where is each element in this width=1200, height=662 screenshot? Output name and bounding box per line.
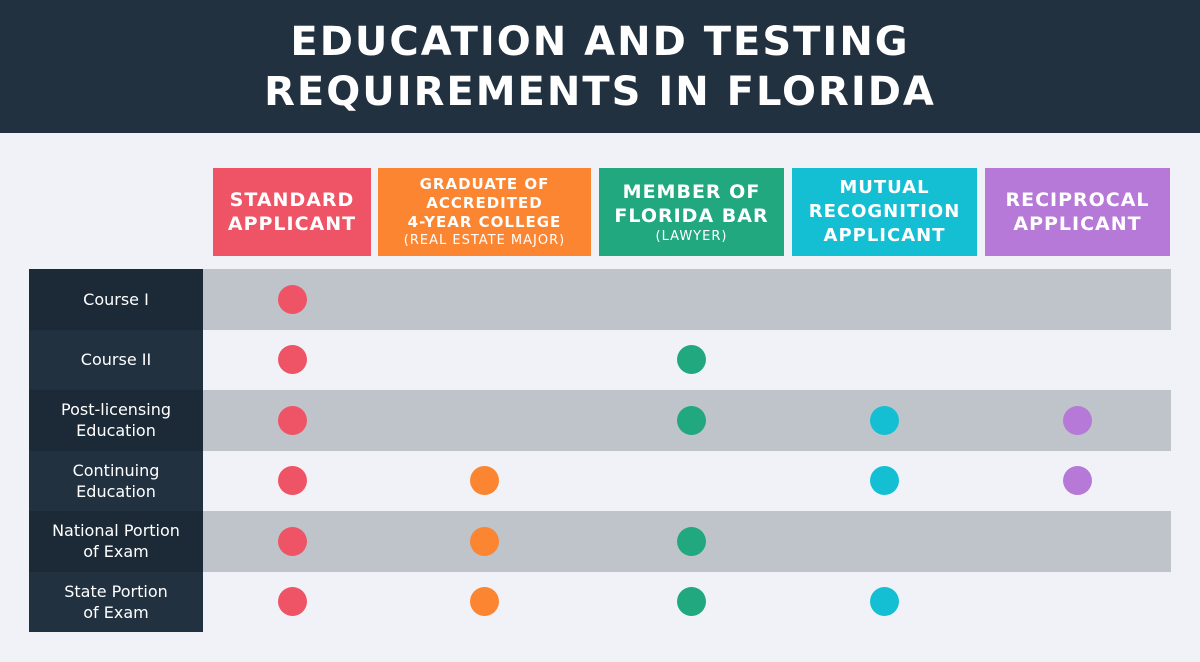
dot: [870, 587, 899, 617]
dot: [470, 466, 499, 496]
row-label: National Portion of Exam: [29, 511, 203, 572]
dot: [677, 405, 706, 435]
column-header-line: APPLICANT: [1013, 213, 1142, 235]
row-label-line: Education: [76, 481, 156, 501]
row-label: Course II: [29, 329, 203, 390]
dot: [870, 466, 899, 496]
column-header-line: APPLICANT: [227, 213, 357, 235]
dot: [1063, 466, 1092, 496]
column-header-line: RECOGNITION: [808, 201, 961, 222]
row-label: Post-licensing Education: [29, 390, 203, 451]
column-header: MUTUAL RECOGNITION APPLICANT: [792, 168, 977, 256]
column-header: MEMBER OF FLORIDA BAR (LAWYER): [599, 168, 784, 256]
column-header-line: MEMBER OF: [622, 180, 761, 203]
dot: [1063, 405, 1092, 435]
column-header-line: ACCREDITED: [426, 194, 543, 212]
row-label-line: Course I: [83, 289, 149, 309]
dot: [470, 587, 499, 617]
dot: [470, 526, 499, 556]
row-label-line: State Portion: [64, 581, 168, 601]
column-header-line: RECIPROCAL: [1005, 189, 1150, 211]
column-header: RECIPROCAL APPLICANT: [985, 168, 1170, 256]
column-header-line: FLORIDA BAR: [614, 204, 769, 227]
dot: [277, 405, 307, 435]
row-label: State Portion of Exam: [29, 571, 203, 632]
dot: [277, 466, 307, 496]
row-label-line: Continuing: [72, 460, 160, 480]
column-header-line: APPLICANT: [823, 225, 946, 246]
row-label-line: of Exam: [83, 602, 149, 622]
dot: [277, 587, 307, 617]
column-header: GRADUATE OF ACCREDITED 4-YEAR COLLEGE (REAL…: [378, 168, 591, 256]
row-label-line: Course II: [80, 350, 152, 370]
dot: [277, 284, 307, 314]
dot: [277, 526, 307, 556]
row-label-line: Post-licensing: [61, 400, 171, 420]
title-line: EDUCATION AND TESTING: [290, 18, 910, 65]
column-header-line: STANDARD: [229, 189, 355, 211]
column-header: STANDARD APPLICANT: [213, 168, 371, 256]
header: EDUCATION AND TESTING REQUIREMENTS IN FLO…: [0, 0, 1200, 133]
dot: [870, 405, 899, 435]
dot: [677, 345, 706, 375]
row-label: Course I: [29, 269, 203, 330]
column-header-line: MUTUAL: [839, 177, 930, 198]
column-header-sub: (LAWYER): [655, 228, 728, 244]
row-band: [203, 269, 1171, 330]
column-header-line: GRADUATE OF: [419, 175, 550, 193]
title-line: REQUIREMENTS IN FLORIDA: [264, 68, 936, 115]
dot: [277, 345, 307, 375]
row-label: Continuing Education: [29, 450, 203, 511]
row-label-line: National Portion: [52, 521, 180, 541]
row-label-line: of Exam: [83, 542, 149, 562]
column-header-line: 4-YEAR COLLEGE: [407, 213, 562, 231]
dot: [677, 587, 706, 617]
column-header-sub: (REAL ESTATE MAJOR): [403, 233, 566, 248]
dot: [677, 526, 706, 556]
row-label-line: Education: [76, 421, 156, 441]
